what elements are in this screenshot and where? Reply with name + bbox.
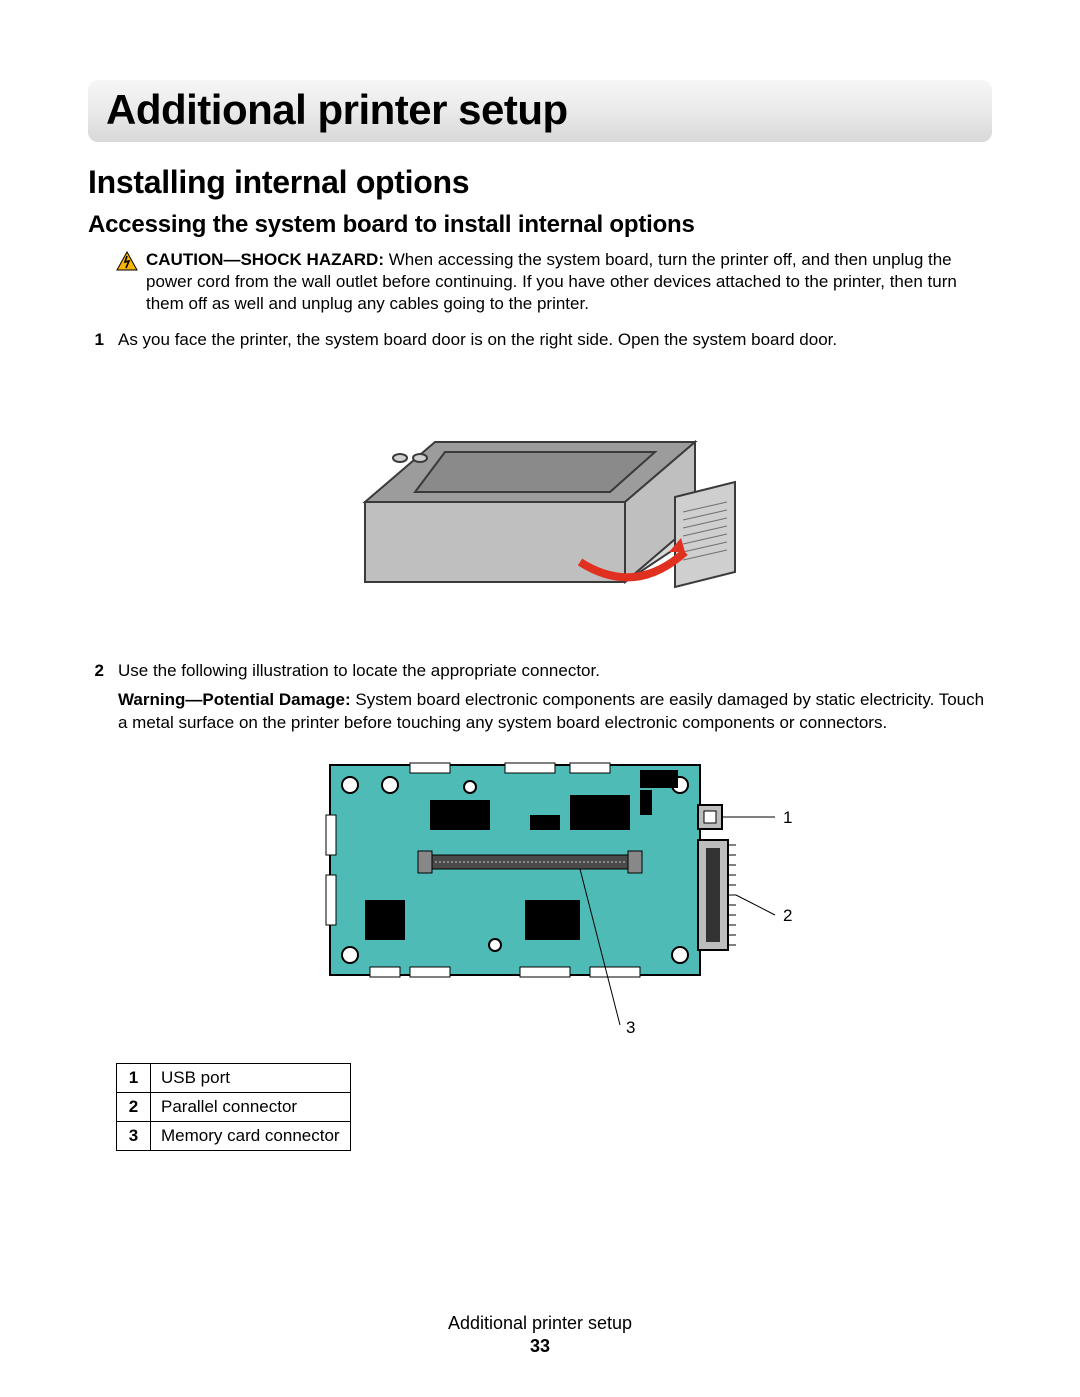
system-board-figure: 1 2 3 (88, 745, 992, 1045)
callout-3: 3 (626, 1018, 635, 1037)
page-title: Additional printer setup (106, 86, 974, 134)
page-title-bar: Additional printer setup (88, 80, 992, 142)
printer-body (365, 442, 695, 582)
connector-legend-table: 1 USB port 2 Parallel connector 3 Memory… (116, 1063, 351, 1151)
step-number: 2 (88, 660, 104, 683)
step-text: Use the following illustration to locate… (118, 660, 992, 683)
callout-1: 1 (783, 808, 792, 827)
caution-block: CAUTION—SHOCK HAZARD: When accessing the… (116, 249, 992, 315)
table-row: 3 Memory card connector (117, 1122, 351, 1151)
legend-label: USB port (151, 1064, 351, 1093)
printer-figure (88, 362, 992, 642)
legend-label: Memory card connector (151, 1122, 351, 1151)
page-footer: Additional printer setup 33 (0, 1313, 1080, 1357)
step-text: As you face the printer, the system boar… (118, 329, 992, 352)
table-row: 1 USB port (117, 1064, 351, 1093)
usb-port-shape (698, 805, 722, 829)
system-board-door (675, 482, 735, 587)
legend-label: Parallel connector (151, 1093, 351, 1122)
parallel-connector-shape (698, 840, 736, 950)
warning-block: Warning—Potential Damage: System board e… (118, 689, 992, 735)
legend-num: 1 (117, 1064, 151, 1093)
shock-hazard-icon (116, 251, 138, 277)
page-number: 33 (0, 1336, 1080, 1357)
legend-num: 2 (117, 1093, 151, 1122)
warning-label: Warning—Potential Damage: (118, 690, 351, 709)
caution-label: CAUTION—SHOCK HAZARD: (146, 250, 384, 269)
legend-num: 3 (117, 1122, 151, 1151)
subsection-heading: Accessing the system board to install in… (88, 211, 992, 239)
callout-2: 2 (783, 906, 792, 925)
step-2: 2 Use the following illustration to loca… (88, 660, 992, 735)
section-heading: Installing internal options (88, 164, 992, 201)
step-number: 1 (88, 329, 104, 352)
footer-label: Additional printer setup (0, 1313, 1080, 1334)
step-1: 1 As you face the printer, the system bo… (88, 329, 992, 352)
table-row: 2 Parallel connector (117, 1093, 351, 1122)
caution-text: CAUTION—SHOCK HAZARD: When accessing the… (146, 249, 992, 315)
